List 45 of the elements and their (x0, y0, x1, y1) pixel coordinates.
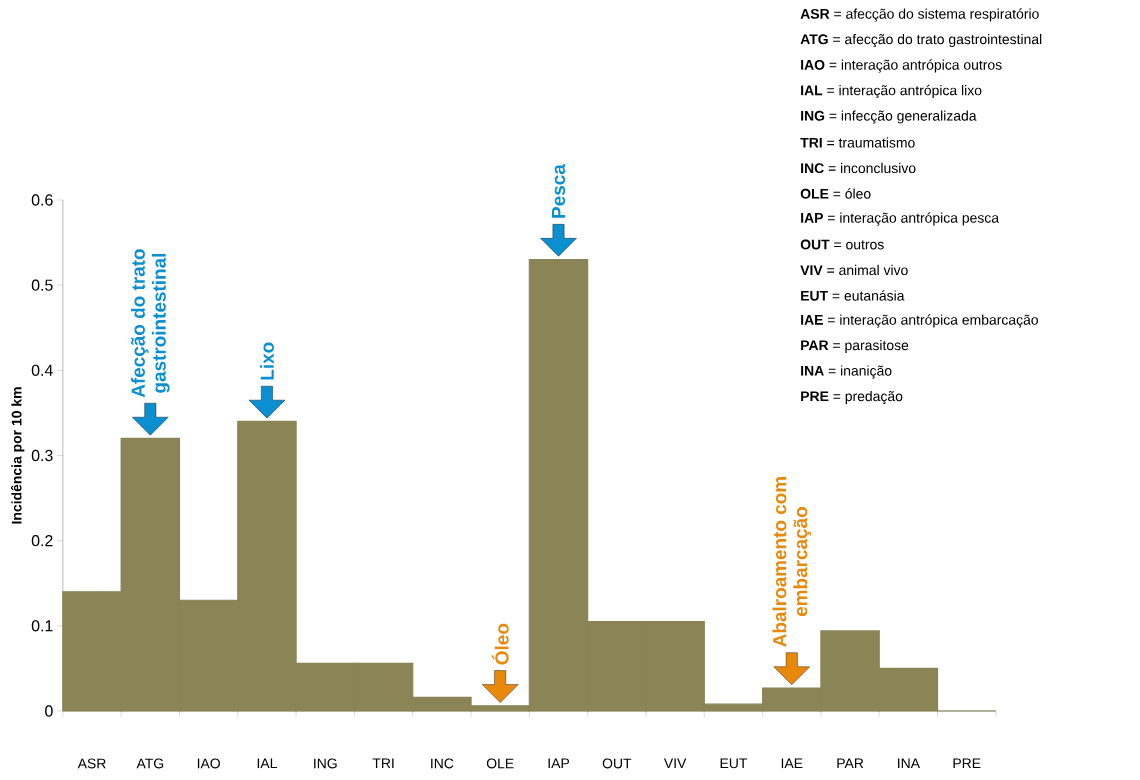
y-tick-label: 0 (45, 705, 53, 717)
y-tick-label: 0.6 (31, 194, 53, 206)
annotation: Pesca (551, 164, 566, 218)
x-tick-label: EUT (720, 758, 748, 769)
x-tick-label: PAR (837, 758, 864, 769)
x-tick-label: IAP (548, 758, 570, 769)
text: INC = inconclusivo (801, 162, 916, 174)
annotation: PRE = predação (801, 390, 903, 405)
annotation: OUT = outros (800, 239, 884, 250)
x-tick-label: OUT (602, 758, 632, 769)
x-tick-label: ATG (136, 758, 164, 769)
text: ASR = afecção do sistema respiratório (800, 8, 1039, 22)
text: IAL = interação antrópica lixo (801, 84, 982, 99)
y-tick-label: 0.3 (31, 449, 53, 462)
x-tick-label: INA (898, 758, 920, 769)
text: ING = infecção generalizada (801, 110, 977, 124)
annotation: IAE = interação antrópica embarcação (801, 314, 1038, 328)
y-tick-label: 0.2 (31, 535, 53, 547)
text: IAO = interação antrópica outros (801, 59, 1002, 73)
y-tick-label: 0.4 (31, 364, 53, 376)
x-tick-label: INC (431, 758, 454, 769)
x-tick-label: IAO (197, 758, 220, 769)
y-tick-label: 0.5 (31, 279, 53, 291)
annotation: VIV = animal vivo (800, 264, 908, 276)
x-tick-label: OLE (486, 758, 514, 769)
text: TRI = traumatismo (800, 137, 915, 148)
x-tick-label: ASR (77, 758, 106, 769)
x-tick-label: VIV (663, 758, 687, 769)
annotation: EUT = eutanásia (801, 290, 905, 301)
annotation: IAP = interação antrópica pesca (801, 212, 1000, 226)
text: OLE = óleo (800, 188, 871, 199)
text: ATG = afecção do trato gastrointestinal (800, 33, 1042, 48)
annotation: INA = inanição (801, 365, 892, 379)
annotation: PAR = parasitose (801, 339, 909, 353)
x-tick-label: IAE (781, 758, 803, 769)
x-tick-label: PRE (953, 758, 981, 769)
x-tick-label: ING (314, 758, 337, 769)
annotation: Afecção do trato gastrointestinal (131, 249, 170, 398)
annotation: Óleo (491, 623, 509, 665)
annotation: Lixo (259, 342, 274, 380)
x-tick-label: TRI (372, 758, 394, 769)
annotation: Abalroamento com embarcação (772, 477, 812, 647)
y-tick-label: 0.1 (31, 620, 53, 632)
y-axis-title: Incidência por 10 km (11, 387, 25, 524)
x-tick-label: IAL (257, 758, 277, 769)
